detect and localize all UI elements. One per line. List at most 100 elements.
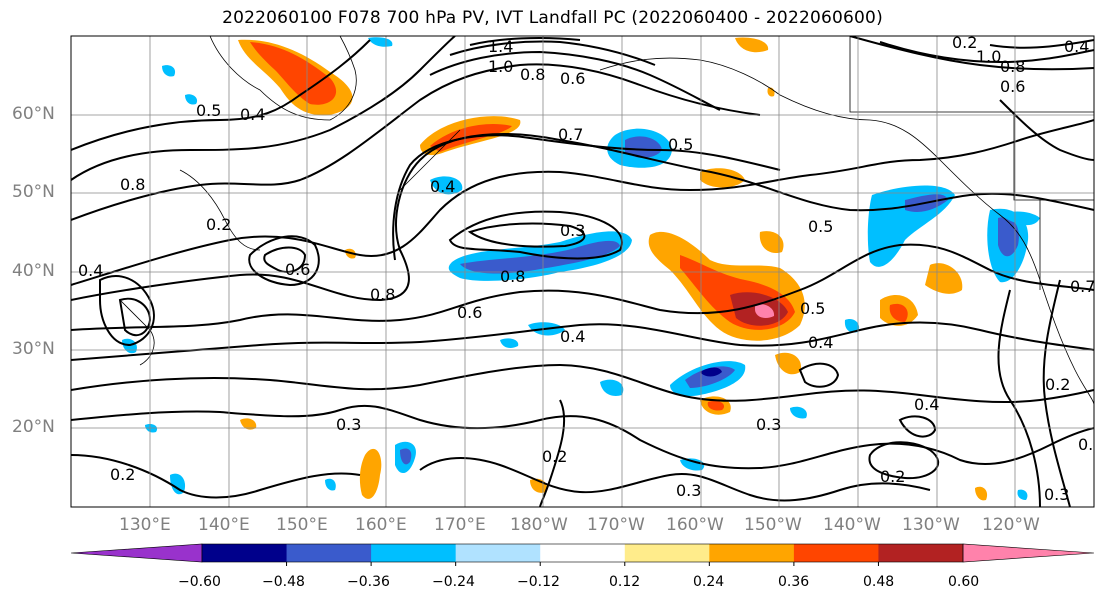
contour-line [392,134,781,261]
contour-line [879,41,1094,64]
contour-line [71,39,371,151]
contour-label: 0.4 [240,105,265,124]
contour-label: 0.5 [800,299,825,318]
colorbar-extend-min [70,543,203,563]
contour-line [71,363,1094,404]
lon-label-180w: 180°W [510,515,568,535]
colorbar-tick-label: −0.12 [517,574,560,590]
lon-label-160e: 160°E [355,515,407,535]
contour-line [263,246,307,273]
contour-line [429,50,721,111]
contour-label: 0.4 [1064,37,1089,56]
lon-label-120w: 120°W [982,515,1040,535]
contour-label: 0.4 [808,333,833,352]
contour-label: 0.8 [370,285,395,304]
colorbar-tick-label: 0.60 [948,574,980,590]
shading-layer [122,37,1040,501]
contour-line [539,399,566,507]
contour-label: 0.4 [914,395,939,414]
colorbar-tick-label: −0.48 [262,574,305,590]
colorbar-segment [202,544,288,562]
contour-line [71,243,1094,331]
colorbar-segment [455,544,541,562]
colorbar-tick-label: 0.12 [609,574,641,590]
contour-label: 0.5 [668,135,693,154]
contour-label: 0.8 [500,267,525,286]
contour-line [449,40,656,66]
contour-label: 0.4 [430,177,455,196]
contour-line [849,36,1094,71]
colorbar-segment [878,544,964,562]
contour-line [71,404,1094,470]
lat-label-20n: 20°N [12,417,55,437]
contour-label: 0.2 [110,465,135,484]
positive-anomaly-e [925,263,963,294]
contour-label: 0.5 [196,101,221,120]
colorbar-extend-max [962,543,1095,563]
contour-line [71,36,456,181]
contour-line [467,222,586,248]
colorbar-outline [201,543,964,563]
contour-line [71,454,361,499]
lat-label-60n: 60°N [12,104,55,124]
contour-label: 0.7 [1070,277,1095,296]
colorbar-segment [286,544,372,562]
contour-line [898,415,937,438]
contour-label: 0.6 [560,69,585,88]
contour-label: 0.2 [1045,375,1070,394]
colorbar-tick-label: −0.60 [178,574,221,590]
contour-label: 0.3 [336,415,361,434]
map-title: 2022060100 F078 700 hPa PV, IVT Landfall… [222,8,883,28]
contour-label: 0.7 [558,125,583,144]
contour-line [248,235,320,287]
lon-label-140e: 140°E [198,515,250,535]
contour-line [71,321,1094,361]
contour-label: 0.2 [1078,435,1103,454]
lon-label-130w: 130°W [902,515,960,535]
positive-anomaly-w [359,448,382,499]
contour-label: 0.8 [120,175,145,194]
lon-label-150w: 150°W [744,515,802,535]
contour-label: 1.0 [488,57,513,76]
contour-label: 0.8 [1000,57,1025,76]
contour-label: 0.6 [285,260,310,279]
contour-label: 0.2 [880,467,905,486]
contour-label: 0.2 [542,447,567,466]
contour-line [868,441,939,480]
contour-label: 1.0 [976,47,1001,66]
colorbar-tick-label: 0.36 [778,574,810,590]
colorbar-segment [540,544,626,562]
lon-label-150e: 150°E [276,515,328,535]
colorbar-tick-label: −0.36 [347,574,390,590]
lon-label-140w: 140°W [823,515,881,535]
contour-line [469,36,581,46]
contour-line [71,63,761,221]
contour-label: 0.3 [756,415,781,434]
contour-label: 0.3 [676,481,701,500]
lat-label-40n: 40°N [12,261,55,281]
lon-label-130e: 130°E [119,515,171,535]
contour-label: 1.4 [488,37,513,56]
colorbar-segment [793,544,879,562]
colorbar-segment [371,544,457,562]
lon-label-160w: 160°W [666,515,724,535]
map-frame [70,35,1095,508]
contour-label: 0.3 [560,221,585,240]
colorbar [70,543,1095,566]
contour-line [71,119,1094,286]
colorbar-segment [624,544,710,562]
contour-label: 0.4 [560,327,585,346]
coastlines [119,36,1094,406]
gridlines [71,36,1094,507]
colorbar-tick-label: 0.48 [863,574,895,590]
colorbar-segment [709,544,795,562]
lat-label-50n: 50°N [12,182,55,202]
lon-label-170w: 170°W [587,515,645,535]
contour-line [419,457,931,502]
contour-line [999,99,1094,161]
contour-line [997,289,1041,507]
contour-label: 0.3 [1044,485,1069,504]
contour-line [989,39,1094,49]
contour-label: 0.2 [952,33,977,52]
